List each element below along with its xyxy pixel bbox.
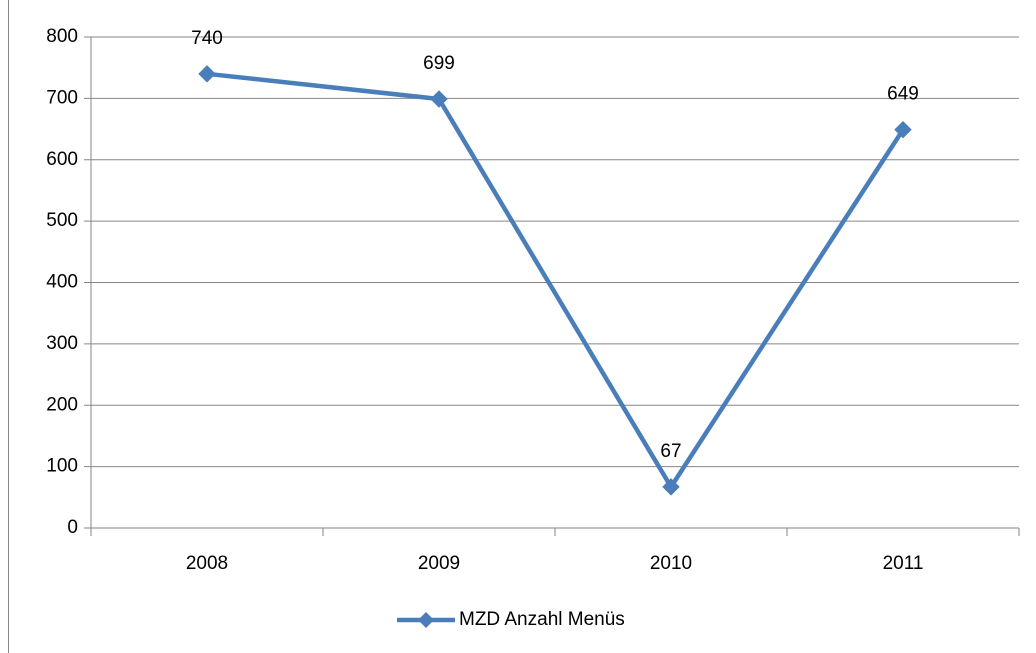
x-tick-label: 2009 bbox=[418, 553, 460, 574]
y-tick-label: 0 bbox=[67, 517, 78, 538]
x-tick-label: 2010 bbox=[650, 553, 692, 574]
x-tick-label: 2011 bbox=[883, 553, 924, 574]
point-marker bbox=[198, 65, 216, 83]
point-marker bbox=[894, 120, 912, 139]
series-line bbox=[206, 71, 905, 490]
data-label: 699 bbox=[423, 53, 455, 74]
chart-frame bbox=[8, 0, 9, 653]
y-tick-label: 700 bbox=[46, 87, 78, 108]
y-tick-label: 300 bbox=[46, 333, 78, 354]
point-marker bbox=[662, 478, 680, 496]
data-label: 649 bbox=[887, 84, 919, 105]
legend-label: MZD Anzahl Menüs bbox=[459, 609, 625, 630]
y-tick-label: 400 bbox=[46, 272, 78, 293]
x-tick-label: 2008 bbox=[186, 553, 228, 574]
y-tick-label: 500 bbox=[46, 210, 78, 231]
y-tick-label: 800 bbox=[46, 26, 78, 47]
data-label: 740 bbox=[191, 28, 223, 49]
y-tick-label: 600 bbox=[46, 149, 78, 170]
y-tick-label: 200 bbox=[46, 394, 78, 415]
data-label: 67 bbox=[660, 441, 681, 462]
y-tick-label: 100 bbox=[46, 456, 78, 477]
legend-marker bbox=[418, 612, 434, 628]
point-marker bbox=[430, 90, 448, 108]
